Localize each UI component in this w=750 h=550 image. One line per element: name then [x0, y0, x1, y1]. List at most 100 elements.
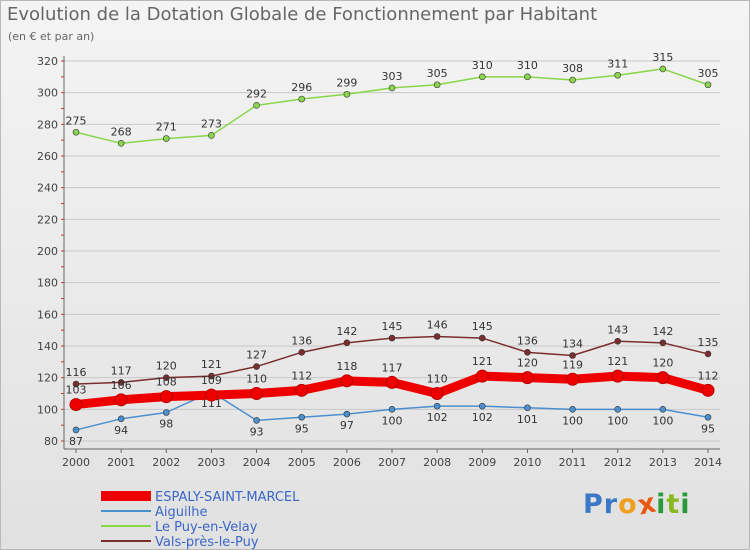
- data-label-vals-pre-s-le-puy: 142: [652, 325, 673, 338]
- data-label-vals-pre-s-le-puy: 116: [66, 366, 87, 379]
- data-label-vals-pre-s-le-puy: 117: [111, 364, 132, 377]
- y-tick-label: 300: [37, 87, 58, 100]
- data-point-le-puy-en-velay: [162, 135, 170, 142]
- data-label-vals-pre-s-le-puy: 145: [472, 320, 493, 333]
- data-label-espaly-saint-marcel: 110: [246, 373, 267, 386]
- y-tick-label: 320: [37, 55, 58, 68]
- data-point-vals-pre-s-le-puy: [614, 337, 622, 345]
- data-point-espaly-saint-marcel: [340, 374, 354, 388]
- data-label-espaly-saint-marcel: 103: [66, 384, 87, 397]
- chart-title: Evolution de la Dotation Globale de Fonc…: [7, 4, 598, 25]
- data-point-vals-pre-s-le-puy: [478, 334, 486, 342]
- data-point-le-puy-en-velay: [478, 73, 486, 81]
- data-label-vals-pre-s-le-puy: 134: [562, 338, 583, 351]
- data-point-aiguilhe: [704, 413, 712, 421]
- data-label-vals-pre-s-le-puy: 127: [246, 349, 267, 362]
- y-tick-label: 200: [37, 245, 58, 258]
- data-point-vals-pre-s-le-puy: [524, 349, 531, 356]
- data-point-espaly-saint-marcel: [295, 383, 309, 397]
- logo-letter: P: [583, 489, 604, 520]
- data-point-vals-pre-s-le-puy: [659, 339, 667, 347]
- x-tick-label: 2005: [288, 456, 316, 469]
- data-point-espaly-saint-marcel: [566, 372, 580, 386]
- data-label-aiguilhe: 100: [652, 414, 673, 427]
- x-tick-label: 2004: [243, 456, 271, 469]
- data-point-espaly-saint-marcel: [656, 371, 670, 385]
- data-point-vals-pre-s-le-puy: [343, 339, 351, 347]
- data-point-aiguilhe: [659, 406, 667, 413]
- y-tick-label: 220: [37, 213, 58, 226]
- data-point-aiguilhe: [162, 409, 170, 416]
- data-point-vals-pre-s-le-puy: [162, 374, 170, 381]
- data-label-vals-pre-s-le-puy: 145: [382, 320, 403, 333]
- data-label-aiguilhe: 102: [427, 411, 448, 424]
- x-tick-label: 2014: [694, 456, 722, 469]
- data-point-espaly-saint-marcel: [430, 387, 444, 400]
- data-label-le-puy-en-velay: 315: [652, 51, 673, 64]
- data-point-espaly-saint-marcel: [611, 369, 625, 383]
- legend-label: Vals-près-le-Puy: [155, 535, 259, 549]
- data-point-aiguilhe: [478, 402, 486, 410]
- data-point-aiguilhe: [298, 413, 306, 421]
- data-label-espaly-saint-marcel: 112: [291, 369, 312, 382]
- data-label-vals-pre-s-le-puy: 143: [607, 323, 628, 336]
- data-label-vals-pre-s-le-puy: 135: [698, 336, 719, 349]
- x-tick-label: 2000: [62, 456, 90, 469]
- logo-letter: r: [603, 489, 619, 520]
- data-point-aiguilhe: [524, 404, 531, 412]
- data-label-vals-pre-s-le-puy: 136: [517, 334, 538, 347]
- data-label-espaly-saint-marcel: 118: [336, 360, 357, 373]
- data-point-espaly-saint-marcel: [250, 387, 264, 400]
- data-point-le-puy-en-velay: [569, 76, 576, 84]
- logo-letter: o: [618, 489, 638, 520]
- x-tick-label: 2003: [197, 456, 225, 469]
- data-point-le-puy-en-velay: [253, 102, 260, 109]
- data-point-vals-pre-s-le-puy: [208, 372, 215, 380]
- data-label-espaly-saint-marcel: 109: [201, 374, 222, 387]
- data-point-le-puy-en-velay: [388, 84, 396, 92]
- legend-label: Le Puy-en-Velay: [155, 520, 258, 535]
- data-label-espaly-saint-marcel: 121: [607, 355, 628, 368]
- logo-letter: t: [666, 489, 681, 520]
- data-point-aiguilhe: [72, 426, 80, 434]
- data-point-le-puy-en-velay: [433, 81, 441, 89]
- proxiti-logo: Proxiti: [583, 487, 691, 521]
- data-point-aiguilhe: [433, 402, 441, 410]
- data-point-aiguilhe: [343, 410, 351, 418]
- data-point-le-puy-en-velay: [208, 132, 215, 139]
- data-label-vals-pre-s-le-puy: 142: [336, 325, 357, 338]
- data-label-le-puy-en-velay: 268: [111, 125, 132, 138]
- data-point-le-puy-en-velay: [659, 65, 667, 73]
- data-point-espaly-saint-marcel: [701, 383, 715, 397]
- y-tick-label: 260: [37, 150, 58, 163]
- data-point-vals-pre-s-le-puy: [388, 334, 396, 342]
- data-label-espaly-saint-marcel: 117: [382, 361, 403, 374]
- data-label-espaly-saint-marcel: 112: [698, 369, 719, 382]
- data-point-le-puy-en-velay: [343, 90, 351, 98]
- data-label-le-puy-en-velay: 271: [156, 121, 177, 134]
- data-label-aiguilhe: 95: [295, 422, 309, 435]
- data-point-aiguilhe: [569, 406, 576, 413]
- data-label-aiguilhe: 93: [250, 425, 264, 438]
- data-label-le-puy-en-velay: 303: [382, 70, 403, 83]
- x-tick-label: 2009: [468, 456, 496, 469]
- data-label-aiguilhe: 100: [382, 414, 403, 427]
- x-tick-label: 2002: [152, 456, 180, 469]
- data-point-aiguilhe: [614, 406, 622, 413]
- y-tick-label: 100: [37, 403, 58, 416]
- data-point-espaly-saint-marcel: [204, 388, 218, 402]
- data-point-espaly-saint-marcel: [114, 393, 128, 407]
- data-label-le-puy-en-velay: 310: [472, 59, 493, 72]
- data-label-vals-pre-s-le-puy: 121: [201, 358, 222, 371]
- data-point-vals-pre-s-le-puy: [298, 349, 306, 356]
- x-tick-label: 2013: [649, 456, 677, 469]
- data-point-espaly-saint-marcel: [69, 398, 83, 412]
- legend-label: Aiguilhe: [155, 505, 207, 520]
- y-tick-label: 240: [37, 182, 58, 195]
- y-tick-label: 180: [37, 277, 58, 290]
- data-label-le-puy-en-velay: 275: [66, 114, 87, 127]
- data-label-le-puy-en-velay: 296: [291, 81, 312, 94]
- data-point-espaly-saint-marcel: [475, 369, 489, 383]
- data-point-aiguilhe: [388, 406, 396, 413]
